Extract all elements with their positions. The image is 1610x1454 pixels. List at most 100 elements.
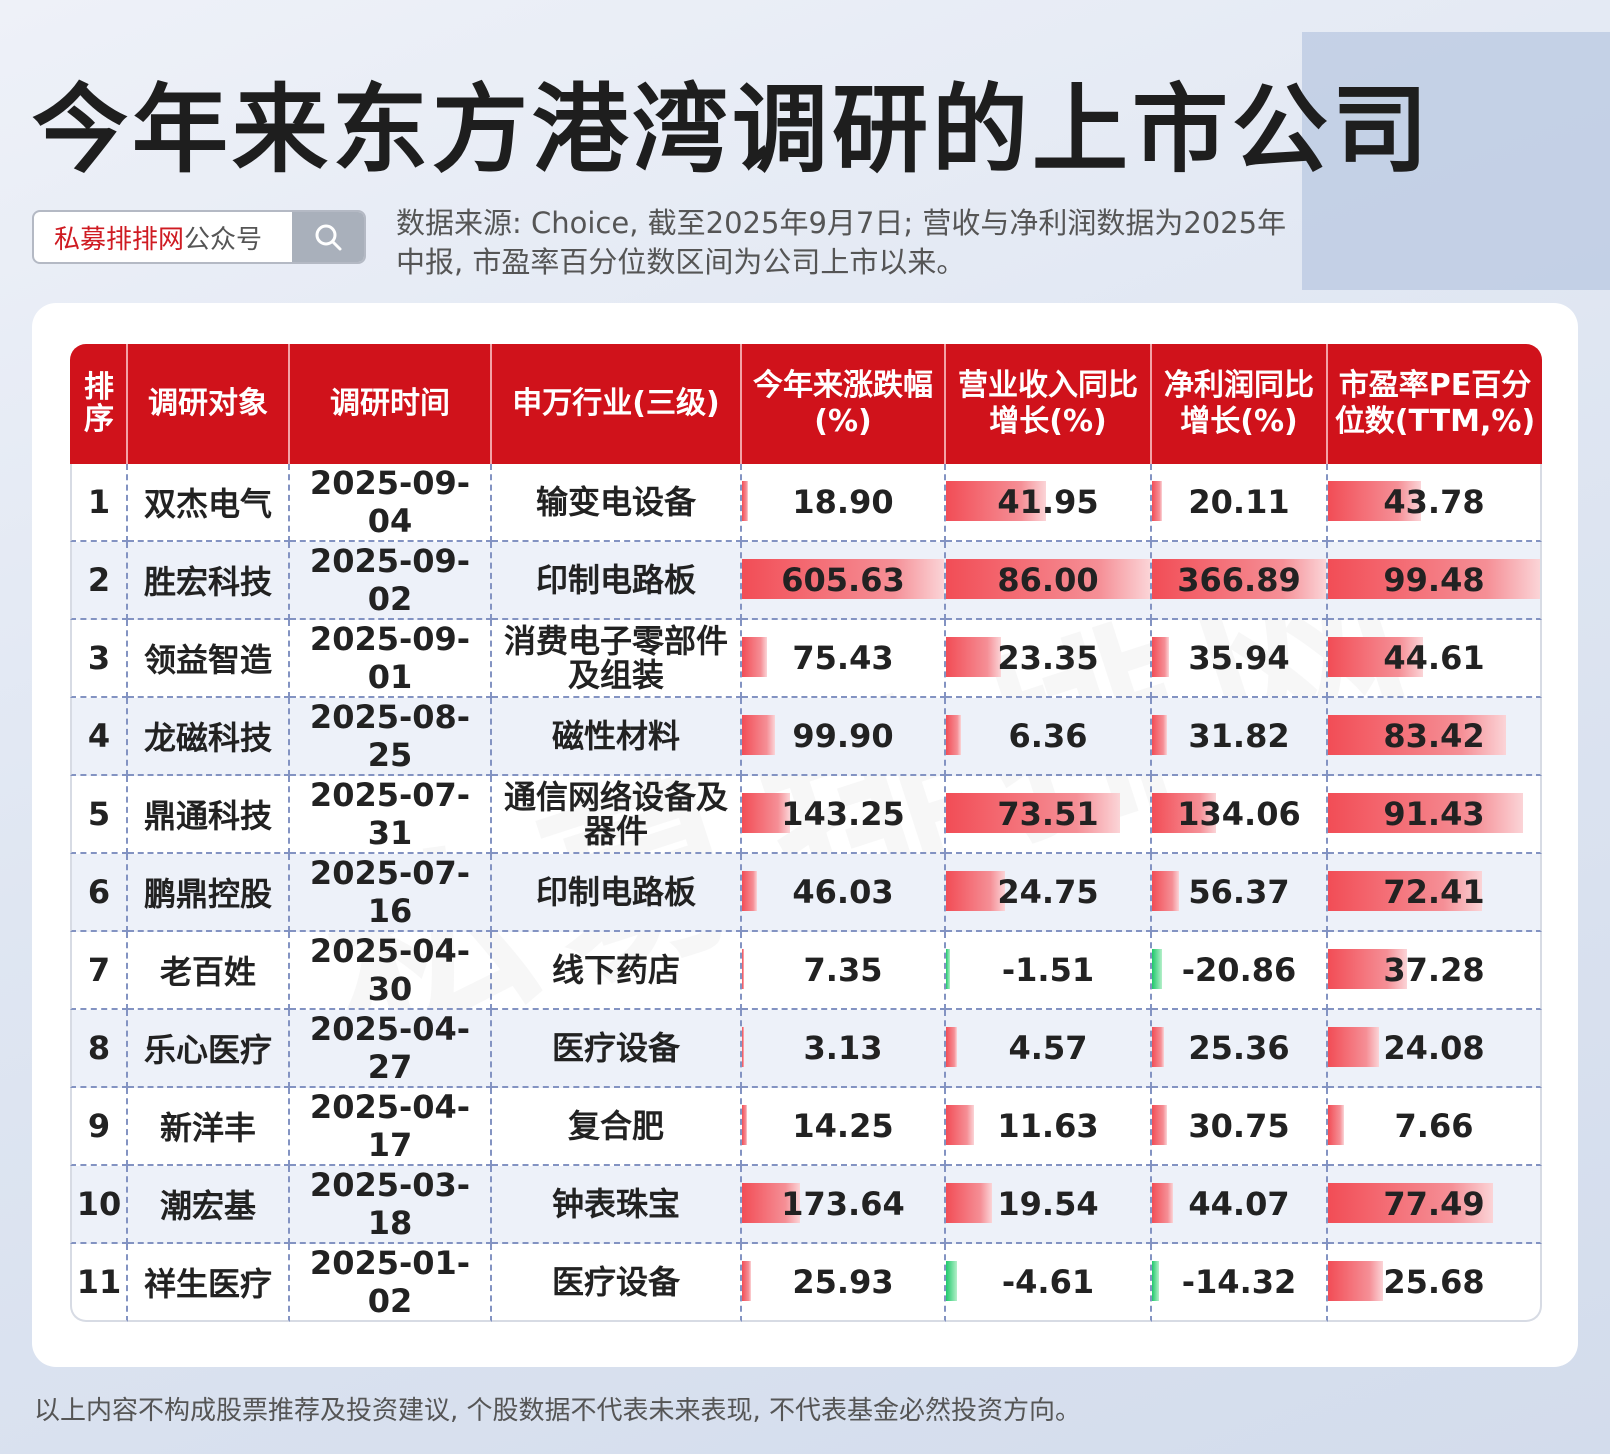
cell-ytd: 605.63 [742,542,946,620]
cell-ytd: 25.93 [742,1244,946,1322]
cell-ytd: 173.64 [742,1166,946,1244]
col-header-revenue-growth: 营业收入同比增长(%) [946,344,1152,464]
value-bar [742,1105,747,1145]
cell-value: 20.11 [1188,483,1290,521]
value-bar [742,1027,745,1067]
cell-rank: 4 [70,698,128,776]
cell-pe-percentile: 72.41 [1328,854,1542,932]
value-bar [1152,1027,1165,1067]
cell-pe-percentile: 7.66 [1328,1088,1542,1166]
cell-rank: 11 [70,1244,128,1322]
cell-date: 2025-03-18 [290,1166,492,1244]
cell-value: 35.94 [1188,639,1290,677]
value-bar [742,1183,800,1223]
value-bar [946,793,1121,833]
col-header-profit-growth: 净利润同比增长(%) [1152,344,1328,464]
value-bar [1152,871,1179,911]
value-bar [1328,949,1408,989]
search-button[interactable] [292,212,364,262]
cell-industry: 医疗设备 [492,1010,742,1088]
cell-date: 2025-04-27 [290,1010,492,1088]
value-bar [1152,1183,1173,1223]
col-header-date: 调研时间 [290,344,492,464]
cell-company: 乐心医疗 [128,1010,290,1088]
cell-company: 鹏鼎控股 [128,854,290,932]
cell-industry: 线下药店 [492,932,742,1010]
cell-company: 鼎通科技 [128,776,290,854]
value-bar [742,1261,751,1301]
cell-pe-percentile: 99.48 [1328,542,1542,620]
value-bar [1328,481,1422,521]
table-header-row: 排序 调研对象 调研时间 申万行业(三级) 今年来涨跌幅(%) 营业收入同比增长… [70,344,1542,464]
cell-pe-percentile: 44.61 [1328,620,1542,698]
cell-value: 18.90 [792,483,894,521]
research-table: 排序 调研对象 调研时间 申万行业(三级) 今年来涨跌幅(%) 营业收入同比增长… [70,344,1542,1322]
cell-profit-growth: 44.07 [1152,1166,1328,1244]
value-bar [1152,793,1216,833]
cell-value: 6.36 [1008,717,1088,755]
value-bar [946,481,1046,521]
cell-revenue-growth: 41.95 [946,464,1152,542]
value-bar [946,871,1005,911]
value-bar [1328,637,1424,677]
value-bar [742,637,768,677]
cell-rank: 6 [70,854,128,932]
value-bar [1152,1105,1167,1145]
value-bar [1152,481,1162,521]
cell-revenue-growth: 23.35 [946,620,1152,698]
cell-value: 37.28 [1383,951,1485,989]
cell-rank: 10 [70,1166,128,1244]
cell-date: 2025-07-16 [290,854,492,932]
cell-value: -1.51 [1001,951,1095,989]
cell-value: 25.68 [1383,1263,1485,1301]
table-row: 9 新洋丰 2025-04-17 复合肥 14.25 11.63 30.75 7.66 [70,1088,1542,1166]
cell-value: 173.64 [781,1185,905,1223]
cell-company: 新洋丰 [128,1088,290,1166]
table-row: 10 潮宏基 2025-03-18 钟表珠宝 173.64 19.54 44.07 77.49 [70,1166,1542,1244]
cell-company: 胜宏科技 [128,542,290,620]
cell-pe-percentile: 83.42 [1328,698,1542,776]
col-header-rank: 排序 [70,344,128,464]
page-title: 今年来东方港湾调研的上市公司 [32,74,1432,186]
cell-company: 双杰电气 [128,464,290,542]
cell-value: 91.43 [1383,795,1485,833]
value-bar [1328,1183,1494,1223]
value-bar [946,1261,957,1301]
value-bar [1328,559,1540,599]
cell-ytd: 14.25 [742,1088,946,1166]
value-bar [1152,559,1326,599]
cell-date: 2025-07-31 [290,776,492,854]
table-row: 5 鼎通科技 2025-07-31 通信网络设备及器件 143.25 73.51 134.0… [70,776,1542,854]
cell-value: 11.63 [997,1107,1099,1145]
cell-value: -4.61 [1001,1263,1095,1301]
cell-value: -20.86 [1181,951,1297,989]
cell-value: 44.07 [1188,1185,1290,1223]
cell-profit-growth: 25.36 [1152,1010,1328,1088]
cell-value: 41.95 [997,483,1099,521]
table-body: 1 双杰电气 2025-09-04 输变电设备 18.90 41.95 20.11 43.78… [70,464,1542,1322]
cell-value: 3.13 [803,1029,883,1067]
cell-date: 2025-04-17 [290,1088,492,1166]
value-bar [1328,1027,1380,1067]
cell-industry: 印制电路板 [492,542,742,620]
search-box[interactable]: 私募排排网 公众号 [32,210,366,264]
cell-value: 46.03 [792,873,894,911]
cell-value: 23.35 [997,639,1099,677]
cell-industry: 医疗设备 [492,1244,742,1322]
cell-industry: 钟表珠宝 [492,1166,742,1244]
table-row: 11 祥生医疗 2025-01-02 医疗设备 25.93 -4.61 -14.32 25.6… [70,1244,1542,1322]
cell-date: 2025-09-02 [290,542,492,620]
data-source-note: 数据来源: Choice, 截至2025年9月7日; 营收与净利润数据为2025… [396,206,1287,279]
table-row: 6 鹏鼎控股 2025-07-16 印制电路板 46.03 24.75 56.37 72.41 [70,854,1542,932]
cell-value: 14.25 [792,1107,894,1145]
value-bar [742,715,776,755]
cell-pe-percentile: 77.49 [1328,1166,1542,1244]
table-row: 3 领益智造 2025-09-01 消费电子零部件及组装 75.43 23.35 35.94… [70,620,1542,698]
value-bar [1328,1261,1383,1301]
cell-value: 605.63 [781,561,905,599]
cell-company: 领益智造 [128,620,290,698]
cell-revenue-growth: 86.00 [946,542,1152,620]
col-header-company: 调研对象 [128,344,290,464]
cell-profit-growth: 30.75 [1152,1088,1328,1166]
cell-rank: 1 [70,464,128,542]
